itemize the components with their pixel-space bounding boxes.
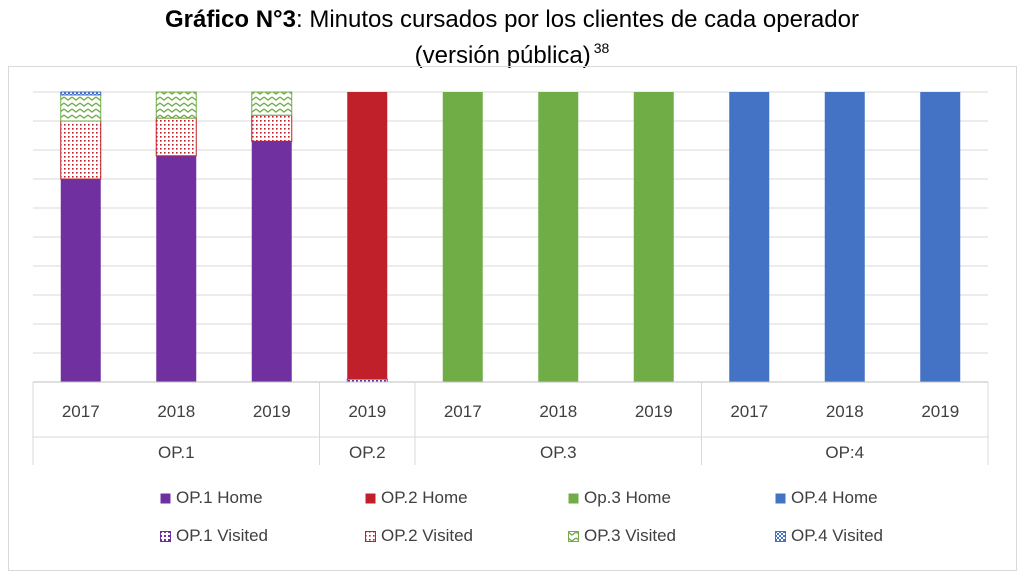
bar-op-3-visited-2: [251, 91, 293, 116]
x-tick-label: 2019: [348, 402, 386, 421]
chart-title-line2: (versión pública) 38: [0, 34, 1024, 70]
footnote-ref: 38: [593, 40, 610, 56]
bar-op-1-home-0: [60, 179, 101, 382]
group-label: OP:4: [825, 443, 864, 462]
group-label: OP.1: [158, 443, 195, 462]
group-label: OP.3: [540, 443, 577, 462]
legend-item: Op.3 Home: [568, 488, 671, 508]
bar-op-4-home-7: [729, 92, 770, 382]
legend-label: OP.2 Visited: [381, 526, 473, 545]
bar-op-2-home-3: [347, 92, 388, 380]
chart-frame: [8, 66, 1017, 571]
legend-swatch: [568, 493, 579, 503]
chart-title: Gráfico N°3: Minutos cursados por los cl…: [0, 6, 1024, 70]
legend-label: Op.3 Home: [584, 488, 671, 507]
bar-op-3-home-5: [538, 92, 579, 382]
legend-item: OP.3 Visited: [568, 526, 676, 546]
legend-swatch: [775, 493, 786, 503]
legend-label: OP.4 Home: [791, 488, 878, 507]
legend-label: OP.2 Home: [381, 488, 468, 507]
legend-swatch: [365, 530, 376, 542]
group-label: OP.2: [349, 443, 386, 462]
x-tick-label: 2019: [921, 402, 959, 421]
legend-swatch: [568, 530, 579, 542]
legend-item: OP.4 Home: [775, 488, 878, 508]
bar-op-2-visited-2: [251, 114, 293, 142]
x-tick-label: 2017: [62, 402, 100, 421]
x-tick-label: 2018: [826, 402, 864, 421]
bar-op-2-visited-1: [155, 117, 197, 157]
bar-op-2-visited-0: [60, 120, 102, 180]
x-tick-label: 2019: [635, 402, 673, 421]
legend-item: OP.2 Home: [365, 488, 468, 508]
bar-op-3-home-4: [442, 92, 483, 382]
bar-op-1-home-1: [156, 155, 197, 382]
bar-op-3-visited-1: [155, 91, 197, 119]
legend-item: OP.4 Visited: [775, 526, 883, 546]
x-tick-label: 2017: [730, 402, 768, 421]
x-tick-label: 2018: [539, 402, 577, 421]
legend-label: OP.4 Visited: [791, 526, 883, 545]
chart-title-bold: Gráfico N°3: [165, 6, 296, 33]
bar-op-4-visited-0: [60, 91, 102, 96]
bar-op-3-visited-0: [60, 94, 102, 122]
bar-op-3-home-6: [633, 92, 674, 382]
legend-item: OP.2 Visited: [365, 526, 473, 546]
chart-title-line1: Gráfico N°3: Minutos cursados por los cl…: [0, 6, 1024, 34]
legend-swatch: [365, 493, 376, 503]
chart-subtitle: (versión pública): [414, 42, 591, 69]
legend-label: OP.1 Home: [176, 488, 263, 507]
legend-swatch: [160, 530, 171, 542]
legend-swatch: [160, 493, 171, 503]
legend-item: OP.1 Visited: [160, 526, 268, 546]
legend-swatch: [775, 530, 786, 542]
legend-label: OP.3 Visited: [584, 526, 676, 545]
x-tick-label: 2017: [444, 402, 482, 421]
bar-op-4-home-9: [920, 92, 961, 382]
legend-item: OP.1 Home: [160, 488, 263, 508]
x-tick-label: 2019: [253, 402, 291, 421]
bar-op-1-home-2: [251, 141, 292, 382]
bar-op-4-home-8: [824, 92, 865, 382]
chart-title-rest: : Minutos cursados por los clientes de c…: [295, 6, 859, 33]
legend-label: OP.1 Visited: [176, 526, 268, 545]
x-tick-label: 2018: [157, 402, 195, 421]
